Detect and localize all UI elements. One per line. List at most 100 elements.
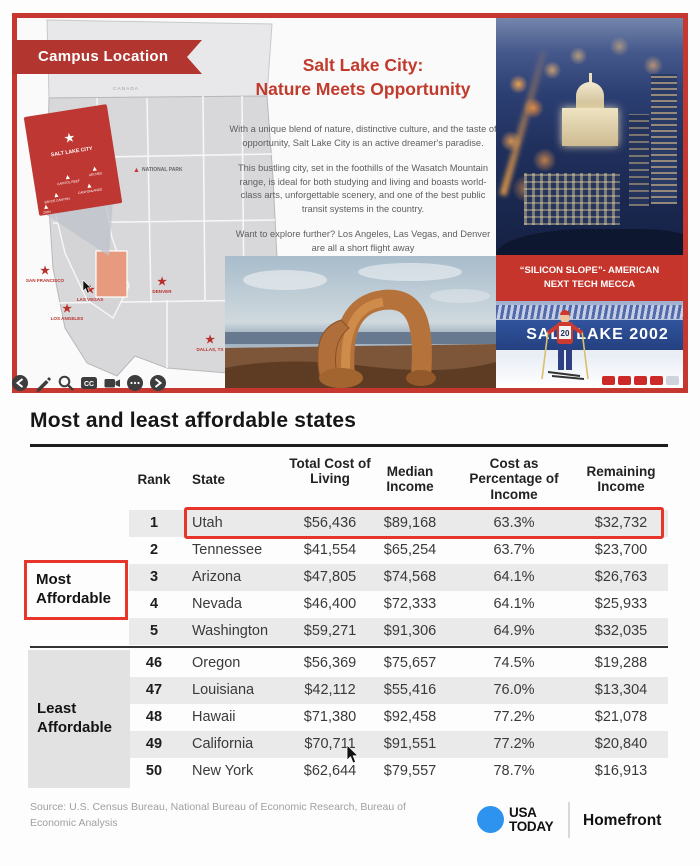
- income-cell: $75,657: [383, 655, 437, 671]
- table-title: Most and least affordable states: [30, 409, 357, 432]
- city-label: LAS VEGAS: [77, 297, 104, 302]
- remaining-cell: $26,763: [594, 569, 648, 585]
- row-band: [129, 618, 668, 645]
- cost-cell: $42,112: [304, 682, 356, 698]
- most-affordable-label: Most Affordable: [24, 560, 128, 620]
- column-header-cost: Total Cost of Living: [289, 456, 371, 487]
- map-utah-state: [95, 250, 128, 298]
- foreground-building: [524, 173, 620, 225]
- city-star-icon: ★: [40, 265, 50, 277]
- state-cell: Oregon: [192, 655, 241, 671]
- back-arrow-icon[interactable]: [11, 374, 29, 392]
- state-cell: Tennessee: [192, 542, 263, 558]
- park-label: CANYONLANDS: [78, 187, 103, 195]
- table-row: 3 Arizona $47,805 $74,568 64.1% $26,763: [0, 564, 700, 591]
- state-cell: California: [192, 736, 254, 752]
- legend-label: NATIONAL PARK: [142, 167, 183, 173]
- rank-cell: 48: [145, 709, 163, 725]
- remaining-cell: $13,304: [594, 682, 648, 698]
- state-cell: Nevada: [192, 596, 242, 612]
- arch-illustration: [225, 256, 496, 388]
- table-row: 5 Washington $59,271 $91,306 64.9% $32,0…: [0, 618, 700, 645]
- viewer-toolbar: CC: [11, 374, 167, 392]
- salt-lake-city-night-photo: [496, 18, 683, 255]
- park-label: CAPITOL REEF: [57, 179, 80, 187]
- sponsor-logo: [634, 376, 647, 385]
- cost-cell: $47,805: [303, 569, 357, 585]
- today-line: TODAY: [509, 819, 554, 835]
- city-label: SAN FRANCISCO: [26, 278, 65, 283]
- camera-icon[interactable]: [103, 374, 121, 392]
- park-triangle-icon: ▲: [52, 192, 60, 200]
- remaining-cell: $16,913: [594, 763, 648, 779]
- capitol-dome: [576, 82, 604, 109]
- inset-star-icon: ★: [63, 129, 77, 146]
- city-star-icon: ★: [85, 284, 95, 296]
- city-star-icon: ★: [205, 334, 215, 346]
- magnifier-icon[interactable]: [57, 374, 75, 392]
- remaining-cell: $25,933: [594, 596, 648, 612]
- table-row: 50 New York $62,644 $79,557 78.7% $16,91…: [0, 758, 700, 785]
- map-utah-inset: ★ SALT LAKE CITY ▲ CAPITOL REEF ▲ ARCHES…: [23, 104, 123, 216]
- rank-cell: 5: [149, 623, 159, 639]
- slide-ribbon: Campus Location: [12, 40, 202, 74]
- pct-cell: 63.3%: [493, 515, 535, 531]
- city-star-icon: ★: [157, 276, 167, 288]
- source-note: Source: U.S. Census Bureau, National Bur…: [30, 801, 406, 830]
- park-triangle-icon: ▲: [64, 174, 72, 182]
- city-label: LOS ANGELES: [51, 316, 84, 321]
- remaining-cell: $32,035: [594, 623, 648, 639]
- rank-cell: 46: [145, 655, 163, 671]
- skyscraper: [629, 114, 649, 206]
- cost-cell: $56,436: [303, 515, 357, 531]
- cost-cell: $62,644: [303, 763, 357, 779]
- more-icon[interactable]: [126, 374, 144, 392]
- rank-cell: 1: [149, 515, 159, 531]
- slide-text-column: Salt Lake City: Nature Meets Opportunity…: [229, 54, 497, 255]
- usa-today-wordmark: USA TODAY: [509, 805, 554, 835]
- cost-cell: $59,271: [303, 623, 357, 639]
- closed-captions-icon[interactable]: CC: [80, 374, 98, 392]
- legend-triangle-icon: ▲: [133, 167, 140, 174]
- column-header-pct: Cost as Percentage of Income: [469, 456, 559, 502]
- table-row: 2 Tennessee $41,554 $65,254 63.7% $23,70…: [0, 537, 700, 564]
- section-separator: [30, 646, 668, 648]
- slide-paragraph-1: With a unique blend of nature, distincti…: [229, 124, 497, 148]
- park-label: ZION: [43, 210, 52, 215]
- forward-arrow-icon[interactable]: [149, 374, 167, 392]
- state-cell: Louisiana: [192, 682, 255, 698]
- remaining-cell: $23,700: [594, 542, 648, 558]
- sponsor-logo: [666, 376, 679, 385]
- capitol-building: [562, 108, 618, 146]
- park-label: BRYCE CANYON: [44, 196, 70, 204]
- income-cell: $89,168: [383, 515, 437, 531]
- state-cell: New York: [192, 763, 254, 779]
- rank-cell: 4: [149, 596, 159, 612]
- pct-cell: 63.7%: [493, 542, 535, 558]
- campus-location-slide: CANADA ★ SAL: [12, 13, 688, 393]
- slide-paragraph-2: This bustling city, set in the foothills…: [237, 163, 489, 214]
- remaining-cell: $19,288: [594, 655, 648, 671]
- table-row: 48 Hawaii $71,380 $92,458 77.2% $21,078: [0, 704, 700, 731]
- row-band: [129, 510, 668, 537]
- pct-cell: 64.9%: [493, 623, 535, 639]
- cost-cell: $56,369: [303, 655, 357, 671]
- cost-cell: $46,400: [303, 596, 357, 612]
- usa-line: USA: [509, 805, 537, 820]
- row-band: [129, 731, 668, 758]
- income-cell: $55,416: [383, 682, 437, 698]
- pct-cell: 78.7%: [493, 763, 535, 779]
- remaining-cell: $20,840: [594, 736, 648, 752]
- least-affordable-label: Least Affordable: [28, 650, 130, 788]
- pct-cell: 77.2%: [493, 736, 535, 752]
- park-triangle-icon: ▲: [42, 203, 50, 211]
- pen-icon[interactable]: [34, 374, 52, 392]
- income-cell: $91,551: [383, 736, 437, 752]
- city-label: DALLAS, TX: [196, 347, 224, 352]
- table-row: 1 Utah $56,436 $89,168 63.3% $32,732: [0, 510, 700, 537]
- table-row: 4 Nevada $46,400 $72,333 64.1% $25,933: [0, 591, 700, 618]
- pct-cell: 64.1%: [493, 596, 535, 612]
- rank-cell: 50: [145, 763, 163, 779]
- state-cell: Hawaii: [192, 709, 236, 725]
